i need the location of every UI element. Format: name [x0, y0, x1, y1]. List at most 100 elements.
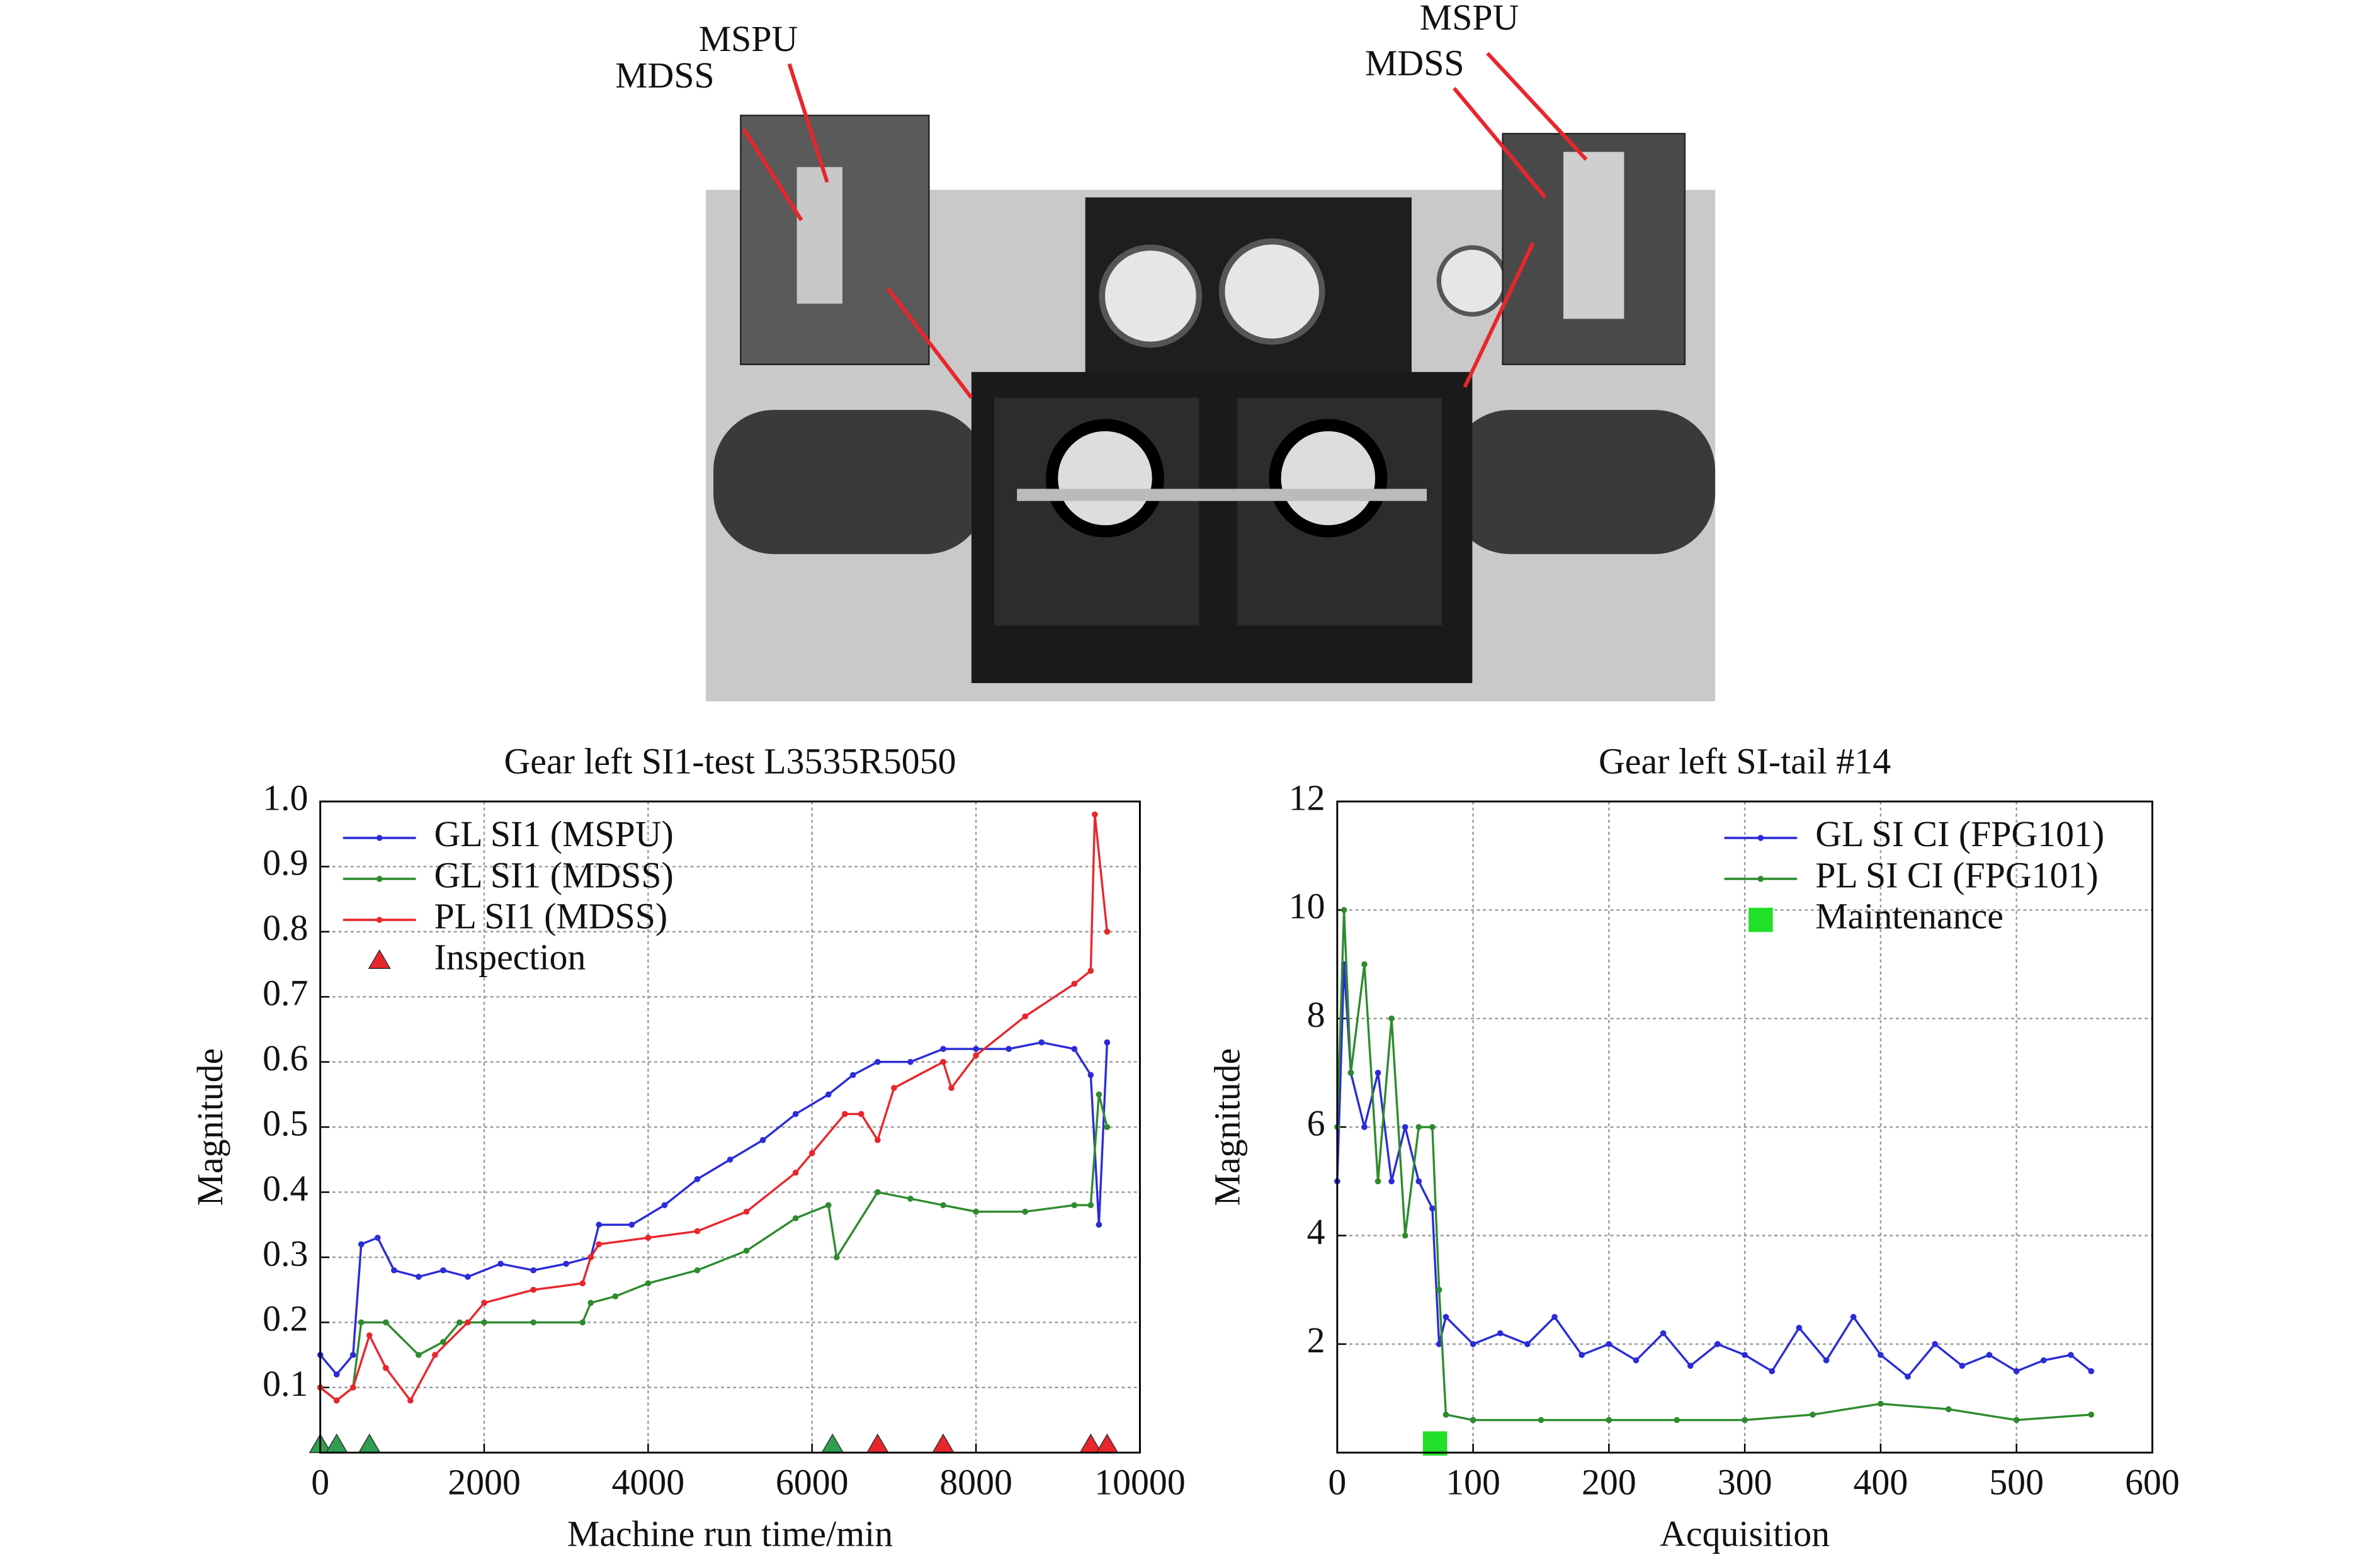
marker — [1578, 1352, 1585, 1358]
legend-label: PL SI CI (FPG101) — [1815, 854, 2098, 895]
marker — [382, 1364, 389, 1371]
x-tick-label: 400 — [1853, 1462, 1908, 1503]
y-tick-label: 0.1 — [263, 1363, 308, 1404]
gauge — [1099, 244, 1203, 348]
series — [319, 1041, 1109, 1376]
y-axis-label: Magnitude — [1206, 1048, 1247, 1206]
marker — [1087, 968, 1094, 974]
marker — [1340, 907, 1347, 914]
y-tick-label: 1.0 — [263, 777, 308, 818]
marker — [1104, 1124, 1111, 1130]
marker — [792, 1169, 799, 1176]
marker — [1361, 1124, 1368, 1130]
marker — [1748, 907, 1773, 932]
marker — [792, 1111, 799, 1118]
marker — [1442, 1313, 1449, 1320]
x-axis-label: Acquisition — [1660, 1514, 1830, 1554]
marker — [456, 1319, 463, 1326]
marker — [358, 1241, 365, 1248]
marker — [368, 949, 391, 969]
marker — [1606, 1417, 1612, 1423]
marker — [1538, 1417, 1544, 1423]
marker — [2013, 1368, 2020, 1374]
rig-photo: MSPU MDSS MSPU MDSS — [615, 0, 1716, 701]
marker — [841, 1111, 848, 1118]
marker — [1374, 1178, 1381, 1185]
marker — [497, 1260, 504, 1267]
marker — [973, 1052, 979, 1059]
legend-label: GL SI CI (FPG101) — [1815, 813, 2104, 854]
marker — [1092, 811, 1098, 818]
x-tick-label: 2000 — [448, 1462, 521, 1503]
marker — [1104, 1039, 1111, 1046]
left-cylinder — [713, 410, 987, 555]
marker — [743, 1208, 750, 1215]
marker — [1714, 1341, 1721, 1347]
marker — [612, 1293, 619, 1299]
marker — [694, 1176, 701, 1182]
legend-label: Maintenance — [1815, 895, 2003, 936]
marker — [333, 1371, 340, 1378]
y-tick-label: 0.3 — [263, 1233, 308, 1274]
marker — [1959, 1362, 1966, 1369]
marker — [645, 1235, 652, 1241]
marker — [1374, 1070, 1381, 1076]
marker — [366, 1332, 373, 1338]
legend-label: Inspection — [434, 936, 586, 977]
marker — [1757, 835, 1764, 841]
x-axis-label: Machine run time/min — [567, 1514, 893, 1554]
legend-label: PL SI1 (MDSS) — [434, 895, 667, 936]
marker — [1022, 1208, 1029, 1215]
marker — [1810, 1412, 1816, 1418]
marker — [1551, 1313, 1558, 1320]
y-tick-label: 0.2 — [263, 1298, 308, 1339]
marker — [481, 1299, 487, 1306]
marker — [1823, 1357, 1830, 1364]
y-tick-label: 8 — [1307, 994, 1325, 1035]
gauge — [1436, 245, 1509, 317]
marker — [1878, 1400, 1884, 1407]
marker — [333, 1397, 340, 1404]
legend-label: GL SI1 (MDSS) — [434, 854, 673, 895]
right-cylinder — [1449, 410, 1716, 555]
marker — [407, 1397, 414, 1404]
gear — [1045, 419, 1165, 538]
marker — [907, 1058, 914, 1065]
x-tick-label: 8000 — [939, 1462, 1012, 1503]
photo-label: MSPU — [1420, 0, 1519, 38]
marker — [727, 1157, 734, 1163]
plot-frame — [1336, 800, 2153, 1454]
marker — [1402, 1232, 1408, 1239]
marker — [940, 1058, 946, 1065]
marker — [1415, 1124, 1422, 1130]
marker — [376, 917, 383, 923]
y-tick-label: 4 — [1307, 1211, 1325, 1252]
marker — [530, 1319, 536, 1326]
marker — [376, 835, 383, 841]
marker — [1096, 1091, 1102, 1098]
marker — [1006, 1046, 1012, 1052]
marker — [374, 1235, 381, 1241]
marker — [1660, 1330, 1667, 1337]
marker — [948, 1085, 955, 1091]
chart-title: Gear left SI-tail #14 — [1599, 740, 1891, 781]
y-tick-label: 0.6 — [263, 1038, 308, 1078]
marker — [1986, 1352, 1993, 1358]
y-tick-label: 0.8 — [263, 907, 308, 948]
marker — [743, 1247, 750, 1254]
series-line — [319, 814, 1109, 1403]
marker — [1104, 929, 1111, 935]
marker — [694, 1267, 701, 1274]
marker — [440, 1338, 446, 1345]
marker — [1470, 1341, 1476, 1347]
x-tick-label: 4000 — [612, 1462, 685, 1503]
marker — [1945, 1406, 1952, 1413]
plot-frame — [319, 800, 1141, 1454]
marker — [875, 1058, 881, 1065]
marker — [858, 1111, 864, 1118]
marker — [349, 1352, 356, 1358]
sensor — [796, 167, 842, 304]
photo-label: MDSS — [615, 55, 715, 96]
marker — [432, 1352, 438, 1358]
marker — [1850, 1313, 1857, 1320]
